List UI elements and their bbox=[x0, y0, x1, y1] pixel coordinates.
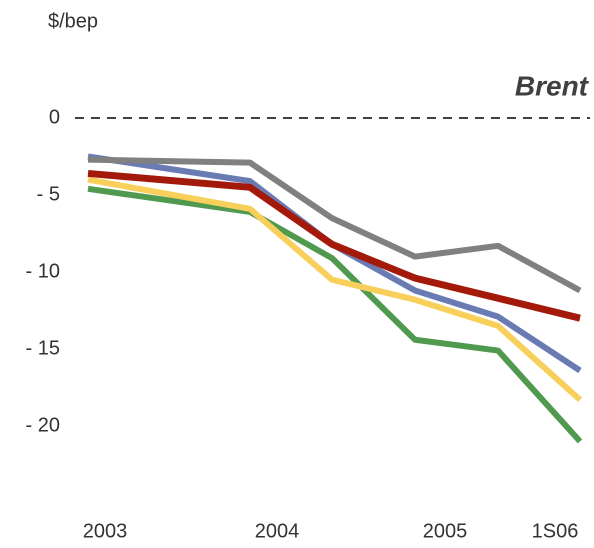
y-tick-label: 0 bbox=[49, 106, 60, 128]
x-tick-label: 2003 bbox=[83, 520, 128, 542]
series-line bbox=[87, 176, 583, 403]
x-tick-label: 1S06 bbox=[532, 520, 579, 542]
x-tick-label: 2004 bbox=[255, 520, 300, 542]
series-line bbox=[87, 156, 582, 294]
y-tick-label: - 20 bbox=[26, 414, 60, 436]
series-line bbox=[87, 153, 582, 374]
y-tick-label: - 15 bbox=[26, 337, 60, 359]
y-tick-label: - 10 bbox=[26, 260, 60, 282]
annotation: Brent bbox=[515, 70, 590, 101]
y-axis-label: $/bep bbox=[48, 10, 98, 32]
x-tick-label: 2005 bbox=[423, 520, 468, 542]
series-line bbox=[87, 169, 581, 322]
y-tick-label: - 5 bbox=[37, 183, 60, 205]
series-line bbox=[87, 185, 583, 444]
